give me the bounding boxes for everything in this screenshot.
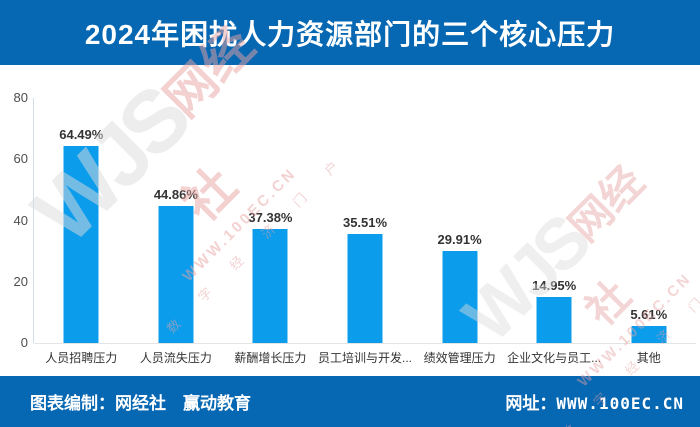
bar-value-label: 44.86% [153,186,198,202]
y-tick-label: 80 [13,90,28,105]
bar-category-label: 其他 [636,351,661,365]
bar-value-label: 5.61% [630,306,668,322]
x-axis-line [34,343,696,344]
bar-category-label: 薪酬增长压力 [234,351,307,365]
y-tick-label: 40 [13,212,28,228]
footer-website: 网址：WWW.100EC.CN [505,389,684,414]
page-title: 2024年困扰人力资源部门的三个核心压力 [84,18,616,50]
bar-value-label: 37.38% [248,209,293,225]
bar-value-label: 14.95% [532,278,577,294]
y-tick-label: 60 [13,151,28,167]
bar-category-label: 企业文化与员工... [507,351,602,365]
bar [442,251,478,343]
bar-slot: 35.51% 员工培训与开发... [318,98,413,365]
footer-credit: 图表编制：网经社 赢动教育 [30,394,251,413]
y-tick-label: 20 [13,273,28,289]
bar-category-label: 绩效管理压力 [423,351,496,365]
bar-slot: 44.86% 人员流失压力 [129,98,224,365]
bar [158,205,194,343]
bar-slot: 64.49% 人员招聘压力 [34,98,129,366]
bar [252,228,288,343]
bar-value-label: 29.91% [437,232,482,248]
bar [631,325,667,343]
bar-slot: 5.61% 其他 [601,98,696,365]
y-axis-line [33,98,34,343]
bar-category-label: 员工培训与开发... [318,351,413,365]
bar-value-label: 35.51% [342,215,388,231]
bar-slot: 29.91% 绩效管理压力 [412,98,507,365]
bar-chart: 0 20 40 60 80 64.49% 人员招聘压力 44.86% 人员流失压力 37.38%… [0,65,700,376]
bar-slot: 37.38% 薪酬增长压力 [223,98,318,365]
bar [536,297,572,343]
bar [347,234,383,343]
footer-url-value: WWW.100EC.CN [556,394,684,413]
bar-category-label: 人员招聘压力 [45,351,118,365]
header-band: 2024年困扰人力资源部门的三个核心压力 [0,0,700,65]
footer-band: 图表编制：网经社 赢动教育 网址：WWW.100EC.CN [0,376,700,427]
bars-row: 64.49% 人员招聘压力 44.86% 人员流失压力 37.38% 薪酬增长压力 35.5… [34,98,696,366]
bar [63,145,99,343]
bar-slot: 14.95% 企业文化与员工... [507,98,602,365]
bar-value-label: 64.49% [59,126,104,142]
y-tick-label: 0 [20,335,28,350]
bar-category-label: 人员流失压力 [139,351,212,365]
footer-url-label: 网址： [505,394,557,413]
